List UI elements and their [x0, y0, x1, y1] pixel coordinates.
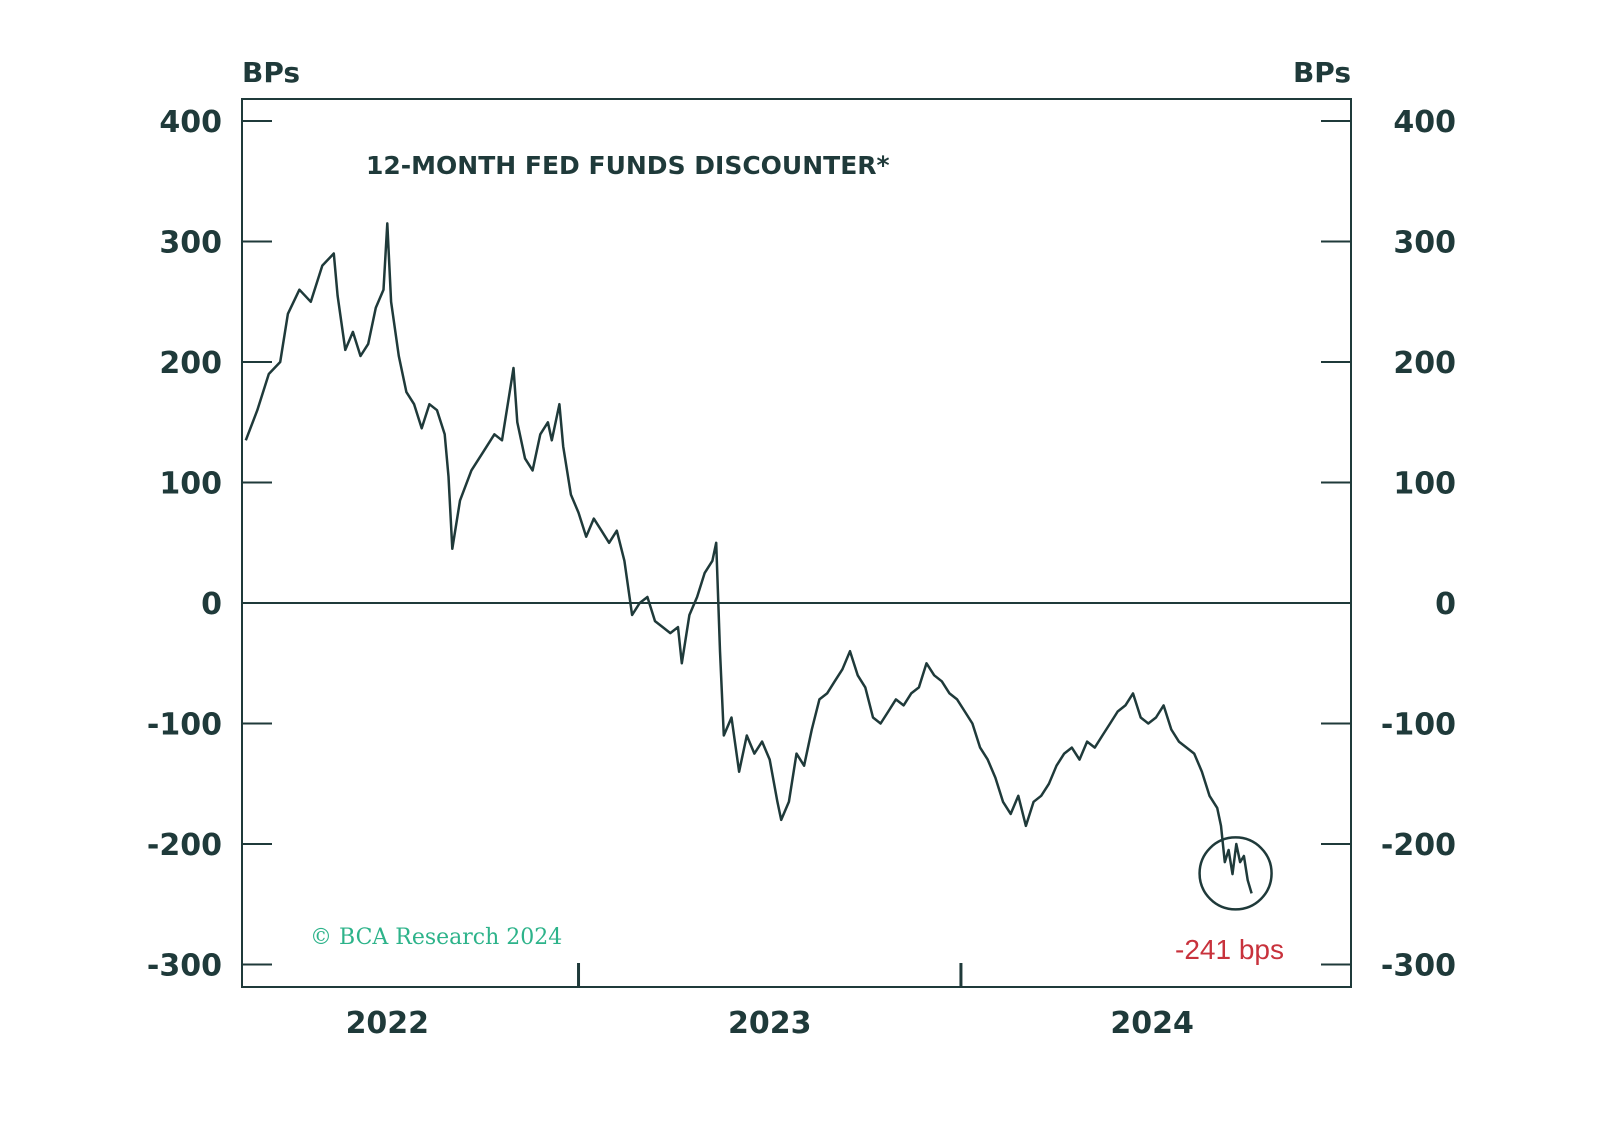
y-tick-label-right: -100 [1381, 708, 1456, 743]
y-tick-label-right: 400 [1393, 105, 1456, 140]
x-tick-label: 2022 [346, 1006, 430, 1041]
y-axis-unit-right: BPs [1293, 56, 1351, 89]
x-tick-label: 2024 [1110, 1006, 1194, 1041]
y-tick-label-right: 100 [1393, 467, 1456, 502]
y-tick-label-left: -200 [147, 828, 222, 863]
y-tick-label-left: 200 [159, 346, 222, 381]
y-tick-label-right: 200 [1393, 346, 1456, 381]
series-line [244, 222, 1253, 894]
plot-frame [241, 98, 1352, 988]
y-tick-label-left: 400 [159, 105, 222, 140]
y-tick-label-left: 100 [159, 467, 222, 502]
y-tick-label-right: -300 [1381, 949, 1456, 984]
y-tick-label-right: -200 [1381, 828, 1456, 863]
annotation-circle [1198, 836, 1273, 911]
y-tick-label-right: 300 [1393, 226, 1456, 261]
credit-text: © BCA Research 2024 [310, 925, 562, 950]
chart-title: 12-MONTH FED FUNDS DISCOUNTER* [366, 151, 890, 180]
y-tick-label-left: -100 [147, 708, 222, 743]
annotation-label: -241 bps [1175, 934, 1284, 965]
y-tick-label-left: 300 [159, 226, 222, 261]
y-axis-unit-left: BPs [242, 56, 300, 89]
y-tick-label-left: -300 [147, 949, 222, 984]
y-tick-label-left: 0 [201, 587, 222, 622]
x-tick-label: 2023 [728, 1006, 812, 1041]
y-tick-label-right: 0 [1435, 587, 1456, 622]
